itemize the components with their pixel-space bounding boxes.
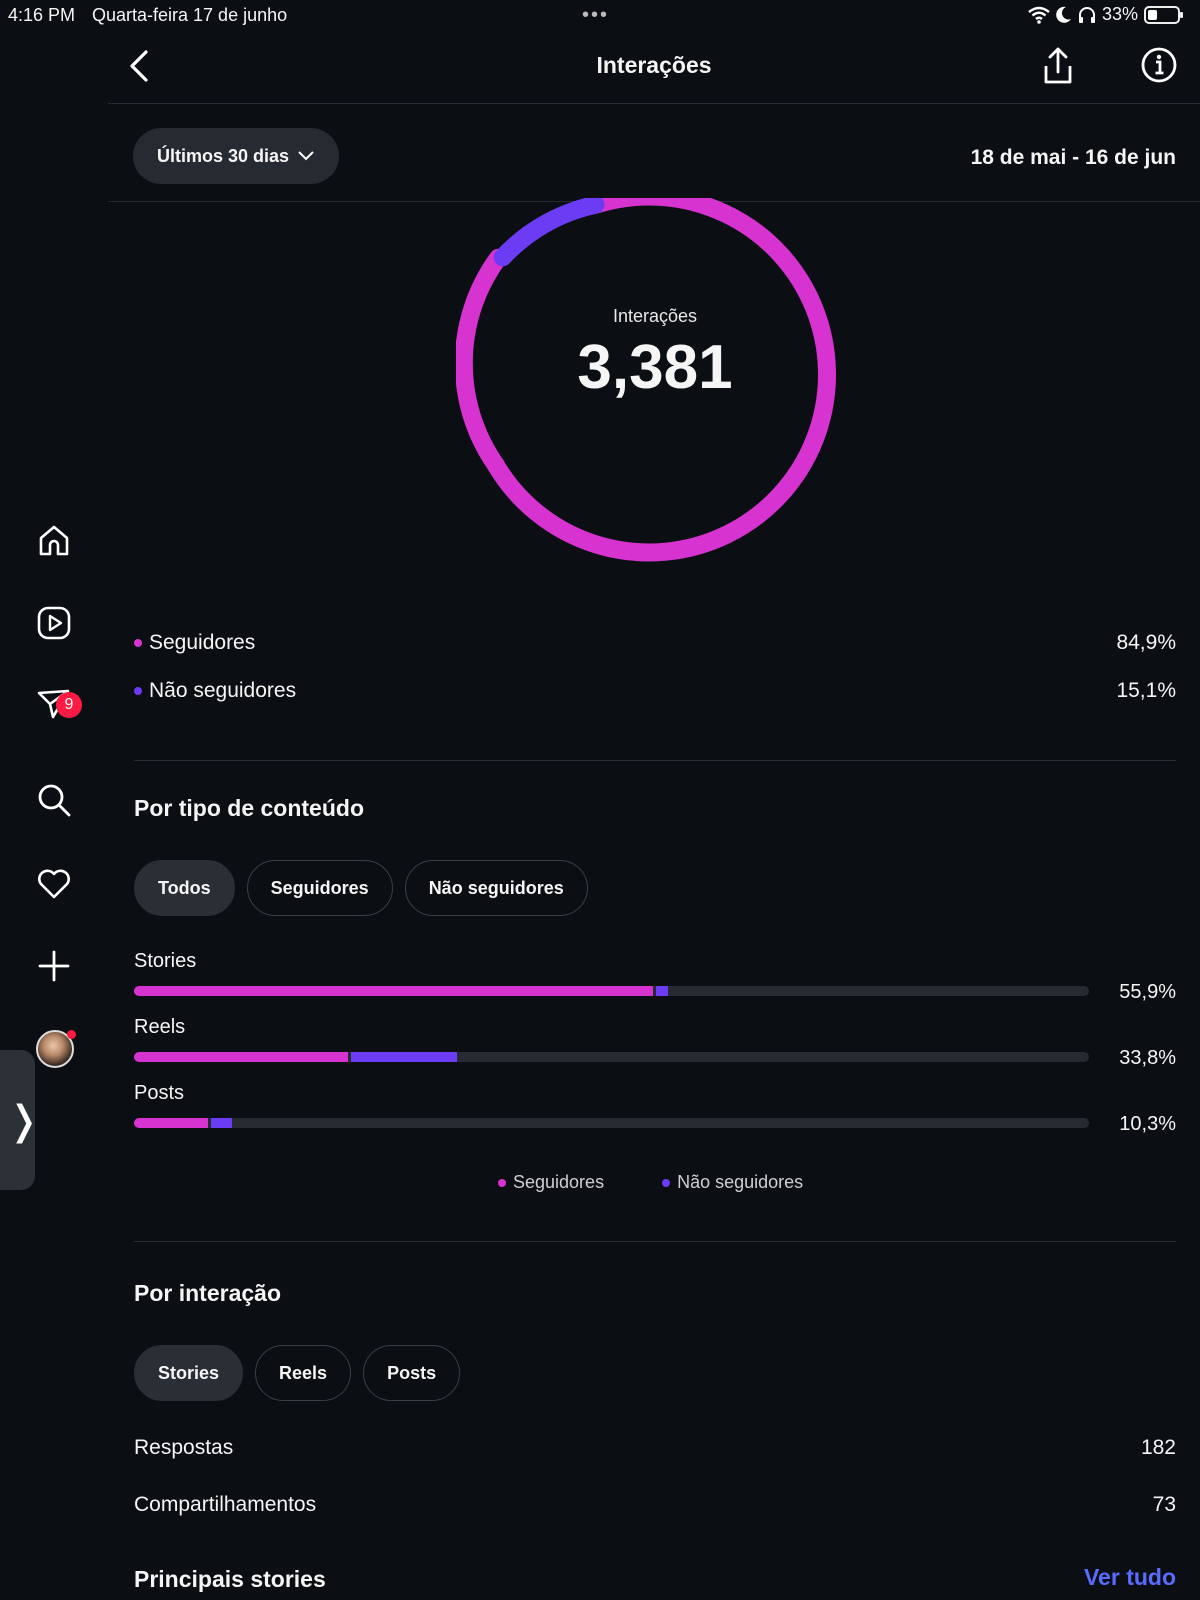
content-type-tabs: Todos Seguidores Não seguidores [134,860,588,916]
bar-total-percent: 33,8% [1119,1047,1176,1069]
bar-category-label: Reels [134,1016,186,1038]
status-icons: 33% [1028,4,1183,25]
chevron-down-icon [298,151,314,161]
tab-non-followers[interactable]: Não seguidores [404,860,588,916]
battery-percent: 33% [1101,4,1138,24]
legend-item-non-followers: Não seguidores [662,1172,803,1193]
stat-label: Respostas [134,1436,234,1459]
non-followers-percent: 15,1% [1116,679,1176,702]
share-icon[interactable] [1040,46,1076,86]
status-bar: 4:16 PM Quarta-feira 17 de junho ••• 33% [0,0,1200,30]
home-icon[interactable] [36,523,72,559]
reels-icon[interactable] [36,605,72,641]
interaction-tabs: Stories Reels Posts [134,1345,461,1401]
tab-all[interactable]: Todos [134,860,235,916]
date-range-dropdown[interactable]: Últimos 30 dias [133,128,340,184]
create-plus-icon[interactable] [36,948,72,984]
heart-icon[interactable] [36,865,72,901]
bar-total-percent: 55,9% [1119,981,1176,1003]
date-range-text: 18 de mai - 16 de jun [970,146,1176,169]
profile-notification-dot [67,1030,76,1039]
sidebar-handle[interactable]: ❭ [0,1050,41,1190]
followers-legend-row: Seguidores 84,9% [134,631,1176,655]
donut-segment-non-followers [456,248,508,474]
legend-dot-non-followers [662,1179,671,1188]
bar-category-label: Posts [134,1082,185,1104]
multitasking-dots-icon[interactable]: ••• [582,4,610,26]
non-followers-legend-row: Não seguidores 15,1% [134,679,1176,703]
status-time: 4:16 PM [8,5,76,25]
bar-track [134,1118,1089,1128]
donut-segment-followers [486,198,837,562]
legend-non-followers-label: Não seguidores [677,1172,804,1192]
by-interaction-title: Por interação [134,1280,281,1306]
page-title: Interações [596,52,712,78]
stat-row-shares: Compartilhamentos 73 [134,1493,1176,1517]
legend-followers-label: Seguidores [513,1172,605,1192]
non-followers-dot [134,687,142,696]
divider [134,1241,1176,1242]
date-range-label: Últimos 30 dias [157,145,290,166]
headphones-icon [1078,6,1095,23]
wifi-icon [1028,6,1050,24]
non-followers-label: Não seguidores [149,679,297,702]
stat-label: Compartilhamentos [134,1493,317,1516]
stat-value: 73 [1152,1493,1176,1516]
bar-track [134,1052,1089,1062]
total-interactions-value: 3,381 [577,333,733,402]
tab-posts[interactable]: Posts [363,1345,461,1401]
bar-chart-legend: Seguidores Não seguidores [498,1172,803,1193]
stat-row-replies: Respostas 182 [134,1436,1176,1460]
bar-total-percent: 10,3% [1119,1113,1176,1135]
tab-reels[interactable]: Reels [255,1345,352,1401]
top-stories-title: Principais stories [134,1566,326,1592]
legend-item-followers: Seguidores [498,1172,604,1193]
tab-stories[interactable]: Stories [134,1345,244,1401]
bar-segment-followers [134,1052,348,1062]
see-all-link[interactable]: Ver tudo [1083,1564,1176,1590]
interactions-donut-chart [456,198,837,562]
followers-label: Seguidores [149,631,256,654]
search-icon[interactable] [36,782,72,818]
bar-segment-non-followers [211,1118,233,1128]
legend-dot-followers [498,1179,506,1188]
donut-label: Interações [612,306,698,326]
followers-dot [134,639,142,648]
followers-percent: 84,9% [1116,631,1176,654]
bar-segment-followers [134,1118,209,1128]
tab-followers[interactable]: Seguidores [246,860,393,916]
bar-segment-non-followers [350,1052,457,1062]
bar-segment-non-followers [655,986,668,996]
info-icon[interactable] [1140,46,1178,84]
divider [134,760,1176,761]
top-bar: Interações [108,30,1200,104]
date-filter-row: Últimos 30 dias 18 de mai - 16 de jun [108,104,1200,202]
moon-icon [1056,6,1071,23]
messages-badge: 9 [56,692,82,718]
bar-segment-followers [134,986,653,996]
back-arrow-icon[interactable] [124,48,154,84]
status-date: Quarta-feira 17 de junho [92,5,288,25]
battery-icon [1144,5,1183,24]
bar-category-label: Stories [134,950,197,972]
donut-segment-non-followers-purple [493,198,605,267]
content-type-title: Por tipo de conteúdo [134,795,364,821]
chevron-right-icon: ❭ [7,1099,41,1143]
stat-value: 182 [1140,1436,1176,1459]
bar-track [134,986,1089,996]
